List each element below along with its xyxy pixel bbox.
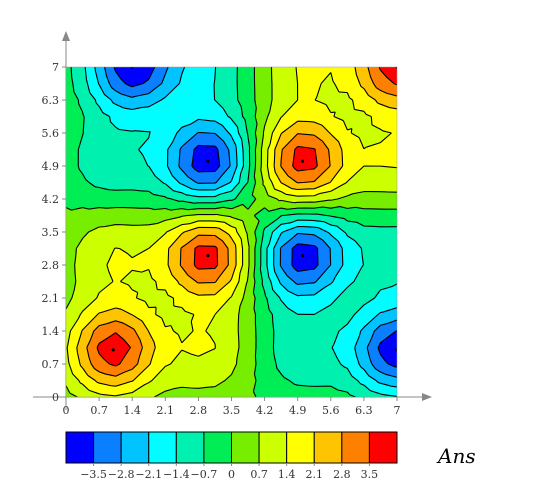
- contour-band: [347, 67, 357, 85]
- x-tick-label: 2.8: [190, 404, 208, 417]
- x-ticks: 0 0.7 1.4 2.1 2.8 3.5 4.2 4.9 5.6 6.3 7: [63, 397, 401, 417]
- contour-line: [70, 67, 397, 397]
- y-tick-label: 5.6: [42, 127, 60, 140]
- contour-band: [198, 67, 216, 85]
- colorbar-tick-label: −3.5: [80, 468, 107, 481]
- extremum-point: [111, 348, 115, 352]
- contour-line: [76, 67, 397, 387]
- x-tick-label: 5.6: [322, 404, 340, 417]
- y-tick-label: 4.2: [42, 193, 60, 206]
- colorbar-tick-label: −0.7: [191, 468, 218, 481]
- colorbar: [65, 431, 398, 464]
- y-tick-label: 2.8: [42, 259, 60, 272]
- y-tick-label: 7: [52, 61, 59, 74]
- extremum-point: [300, 253, 305, 258]
- extremum-point: [395, 67, 397, 69]
- y-tick-label: 3.5: [42, 226, 60, 239]
- contour-fills: [66, 67, 397, 397]
- y-axis-arrow-icon: [62, 31, 70, 41]
- x-tick-label: 7: [394, 404, 401, 417]
- y-tick-label: 0: [52, 391, 59, 404]
- contour-line: [96, 67, 397, 367]
- colorbar-ticks: −3.5 −2.8 −2.1 −1.4 −0.7 0 0.7 1.4 2.1 2.8 3.5: [80, 463, 378, 481]
- extremum-point: [395, 348, 397, 352]
- colorbar-swatch: [65, 431, 95, 464]
- colorbar-swatch: [341, 431, 370, 464]
- y-ticks: 0 0.7 1.4 2.1 2.8 3.5 4.2 4.9 5.6 6.3 7: [42, 61, 66, 404]
- x-tick-label: 6.3: [355, 404, 373, 417]
- extremum-point: [206, 159, 210, 163]
- colorbar-swatch: [313, 431, 343, 464]
- colorbar-swatch: [286, 431, 315, 464]
- x-tick-label: 3.5: [223, 404, 241, 417]
- colorbar-tick-label: 1.4: [278, 468, 296, 481]
- colorbar-swatch: [148, 431, 177, 464]
- colorbar-swatch: [175, 431, 205, 464]
- colorbar-swatch: [231, 431, 260, 464]
- x-tick-label: 0: [63, 404, 70, 417]
- colorbar-tick-label: 2.8: [333, 468, 351, 481]
- contour-line: [66, 67, 397, 397]
- colorbar-swatch: [368, 431, 398, 464]
- contour-band: [131, 67, 150, 85]
- contour-band: [280, 67, 297, 85]
- contour-band: [181, 67, 199, 85]
- contour-line: [86, 67, 397, 377]
- contour-line: [94, 67, 397, 388]
- x-tick-label: 4.2: [256, 404, 274, 417]
- extremum-point: [300, 159, 305, 163]
- x-axis-arrow-icon: [422, 393, 432, 401]
- x-tick-label: 1.4: [123, 404, 141, 417]
- x-tick-label: 2.1: [157, 404, 175, 417]
- extremum-point: [130, 67, 134, 69]
- colorbar-swatch: [203, 431, 233, 464]
- colorbar-tick-label: −2.1: [135, 468, 162, 481]
- colorbar-tick-label: −1.4: [163, 468, 190, 481]
- y-tick-label: 1.4: [42, 325, 60, 338]
- colorbar-tick-label: 3.5: [361, 468, 379, 481]
- contour-line: [66, 67, 397, 397]
- contour-line: [84, 67, 397, 397]
- contour-band: [231, 67, 238, 85]
- y-tick-label: 0.7: [42, 358, 60, 371]
- contour-band: [247, 67, 255, 85]
- contour-lines: [66, 67, 397, 397]
- colorbar-tick-label: 2.1: [306, 468, 324, 481]
- colorbar-tick-label: 0.7: [250, 468, 268, 481]
- contour-band: [66, 67, 73, 84]
- contour-band: [98, 67, 107, 85]
- y-tick-label: 6.3: [42, 94, 60, 107]
- extremum-point: [206, 253, 210, 258]
- contour-line: [66, 67, 397, 397]
- contour-band: [165, 67, 183, 85]
- x-tick-label: 0.7: [90, 404, 108, 417]
- contour-line: [104, 67, 397, 378]
- chart-title: Ans: [436, 444, 476, 468]
- y-tick-label: 2.1: [42, 292, 60, 305]
- colorbar-swatch: [120, 431, 150, 464]
- plot-area: [66, 67, 397, 397]
- contour-line: [113, 67, 397, 368]
- x-tick-label: 4.9: [289, 404, 307, 417]
- colorbar-tick-label: 0: [228, 468, 235, 481]
- extrema-marks: [111, 67, 397, 352]
- colorbar-swatch: [93, 431, 122, 464]
- contour-band: [297, 67, 315, 85]
- colorbar-swatch: [258, 431, 288, 464]
- colorbar-tick-label: −2.8: [108, 468, 135, 481]
- contour-band: [313, 67, 332, 85]
- y-tick-label: 4.9: [42, 160, 60, 173]
- contour-band: [264, 67, 272, 85]
